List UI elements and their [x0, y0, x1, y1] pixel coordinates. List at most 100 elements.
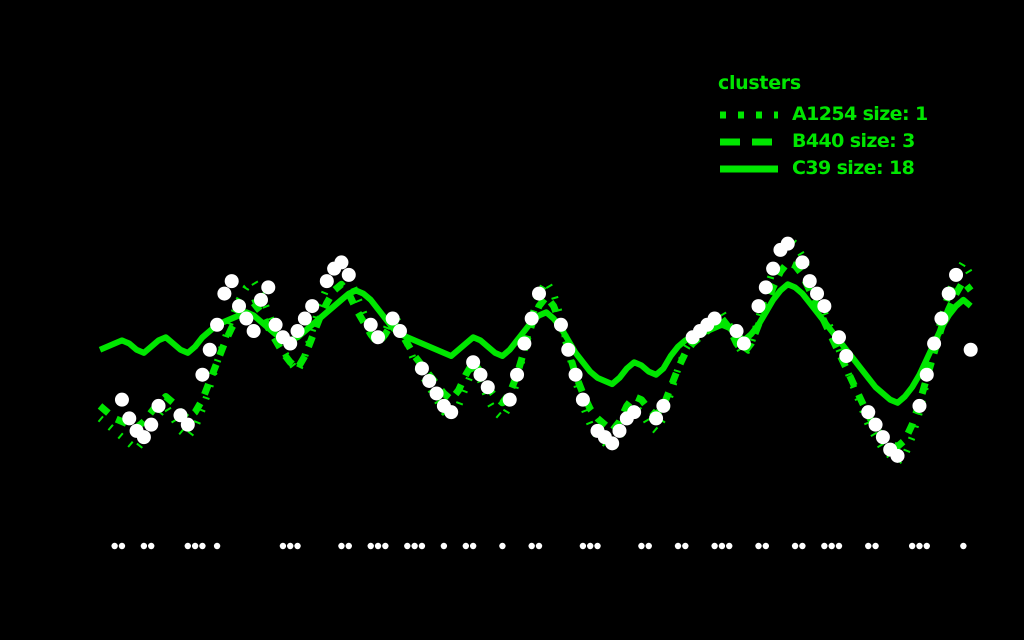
rug-tick: [213, 542, 221, 550]
rug-tick: [726, 542, 733, 550]
scatter-point: [151, 398, 166, 413]
rug-tick: [287, 542, 294, 550]
scatter-point: [297, 311, 312, 326]
rug-tick: [579, 542, 587, 550]
rug-tick: [865, 542, 872, 550]
rug-tick: [682, 542, 689, 550]
rug-tick: [199, 542, 206, 550]
rug-tick: [711, 542, 718, 550]
rug-tick: [755, 542, 762, 550]
rug-tick: [404, 542, 411, 550]
scatter-point: [290, 324, 305, 339]
scatter-point: [751, 299, 766, 314]
scatter-point: [532, 286, 546, 301]
rug-tick: [462, 542, 470, 550]
rug-tick: [674, 542, 682, 550]
rug-tick: [294, 542, 301, 550]
scatter-point: [180, 417, 195, 432]
scatter-point: [839, 349, 854, 363]
scatter-point: [949, 267, 964, 282]
scatter-point: [334, 255, 349, 270]
rug-tick: [367, 542, 374, 550]
scatter-point: [385, 311, 400, 326]
rug-tick: [916, 542, 923, 550]
scatter-point: [466, 355, 481, 370]
scatter-point: [268, 317, 283, 332]
rug-tick: [535, 542, 543, 550]
scatter-point: [195, 367, 210, 382]
scatter-point: [473, 367, 488, 382]
rug-tick: [923, 542, 930, 550]
scatter-point: [341, 267, 356, 282]
legend-label-b440: B440 size: 3: [792, 130, 915, 152]
rug-tick: [118, 542, 126, 550]
scatter-point: [780, 236, 795, 251]
scatter-point: [817, 299, 832, 314]
rug-tick: [960, 542, 967, 550]
scatter-point: [553, 317, 568, 332]
scatter-point: [795, 255, 810, 270]
rug-tick: [338, 542, 345, 550]
scatter-point: [224, 274, 239, 289]
scatter-point: [831, 330, 846, 345]
scatter-point: [561, 342, 576, 357]
scatter-point: [239, 311, 254, 326]
rug-tick: [645, 542, 652, 550]
scatter-point: [261, 280, 276, 295]
scatter-point: [246, 324, 261, 339]
scatter-point: [605, 436, 620, 451]
scatter-layer: [114, 236, 978, 463]
rug-tick: [148, 542, 155, 550]
rug-tick: [440, 542, 448, 550]
legend-swatch-dashed: [720, 138, 778, 145]
scatter-point: [210, 317, 225, 332]
rug-tick: [140, 542, 148, 550]
scatter-point: [202, 342, 217, 357]
scatter-point: [422, 373, 437, 388]
scatter-point: [810, 286, 825, 301]
scatter-point: [736, 336, 751, 351]
rug-tick: [418, 542, 426, 550]
rug-tick: [499, 542, 506, 550]
rug-tick: [594, 542, 601, 550]
scatter-point: [392, 324, 407, 339]
scatter-point: [707, 311, 722, 326]
scatter-point: [524, 311, 539, 326]
scatter-point: [612, 423, 627, 438]
scatter-point: [144, 417, 159, 432]
rug-tick: [791, 542, 799, 550]
legend-item-b440[interactable]: B440 size: 3: [700, 128, 950, 155]
rug-tick: [374, 542, 382, 550]
rug-tick: [279, 542, 287, 550]
scatter-point: [253, 292, 268, 307]
legend-swatch-dotted: [720, 111, 778, 118]
rug-layer: [111, 542, 967, 550]
scatter-point: [656, 398, 671, 413]
scatter-point: [875, 430, 890, 445]
scatter-point: [861, 405, 876, 420]
rug-tick: [718, 542, 726, 550]
legend-item-a1254[interactable]: A1254 size: 1: [700, 101, 950, 128]
scatter-point: [963, 342, 978, 357]
scatter-point: [919, 367, 934, 382]
legend-item-c39[interactable]: C39 size: 18: [700, 155, 950, 182]
rug-tick: [908, 542, 916, 550]
scatter-point: [510, 367, 525, 382]
rug-tick: [411, 542, 418, 550]
rug-tick: [828, 542, 835, 550]
scatter-point: [517, 336, 532, 351]
scatter-point: [934, 311, 949, 326]
legend-label-a1254: A1254 size: 1: [792, 103, 928, 125]
scatter-point: [371, 330, 386, 345]
legend-title: clusters: [718, 72, 801, 94]
scatter-point: [766, 261, 781, 276]
scatter-point: [941, 286, 956, 301]
rug-tick: [382, 542, 389, 550]
scatter-point: [568, 367, 583, 382]
scatter-point: [429, 386, 444, 401]
rug-tick: [111, 542, 118, 550]
rug-tick: [638, 542, 645, 550]
rug-tick: [835, 542, 843, 550]
